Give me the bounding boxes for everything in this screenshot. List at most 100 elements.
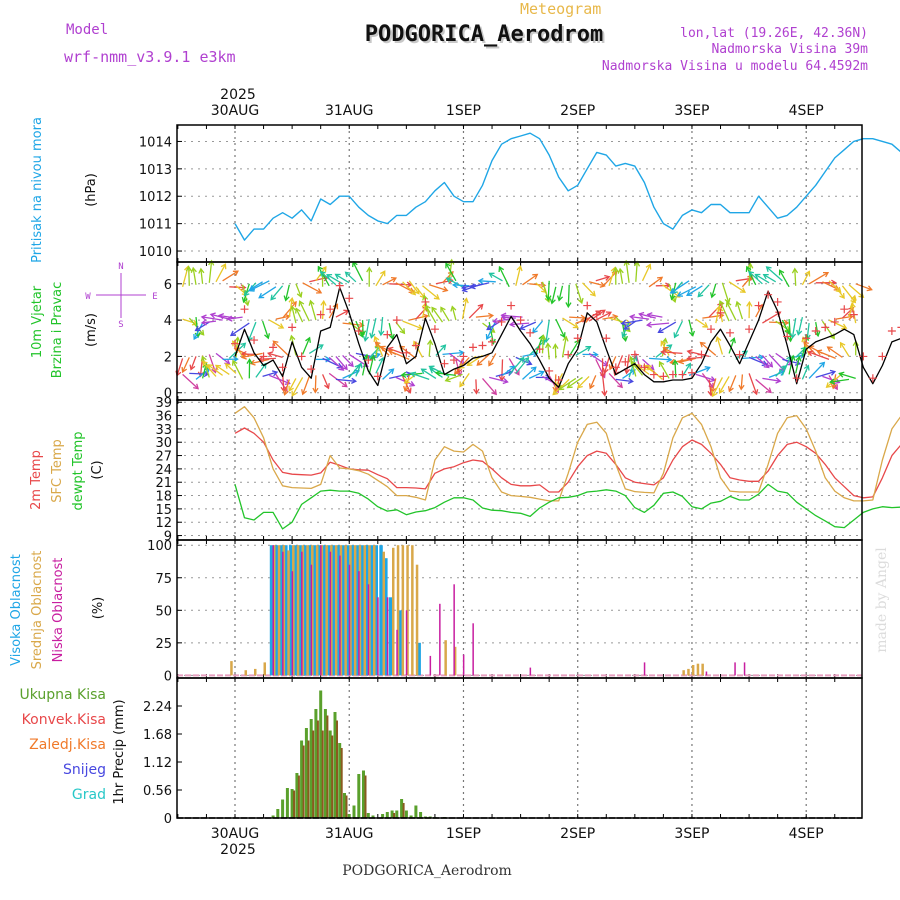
wind-arrow-head: [258, 292, 265, 299]
cloud-bar: [287, 550, 290, 676]
wind-arrow-head: [189, 364, 196, 371]
elevation-label: Nadmorska Visina 39m: [711, 42, 868, 57]
wind-arrow: [291, 306, 297, 324]
gust-marker: [621, 357, 630, 366]
wind-arrow-head: [378, 330, 385, 337]
wind-arrow-head: [198, 267, 205, 274]
wind-arrow-head: [488, 360, 494, 367]
bottom-date-label: 2SEP: [560, 826, 595, 842]
wind-arrow: [475, 314, 493, 318]
model-elevation-label: Nadmorska Visina u modelu 64.4592m: [602, 59, 868, 74]
precip-total-bar: [385, 812, 389, 818]
wind-arrow-head: [217, 312, 225, 320]
wind-arrow: [768, 370, 785, 379]
wind-arrow-head: [658, 360, 665, 368]
wind-arrow-head: [270, 294, 277, 301]
wind-arrow-head: [332, 303, 339, 310]
wind-arrow: [285, 284, 290, 301]
top-date-label: 3SEP: [674, 103, 709, 119]
wind-arrow: [222, 270, 239, 282]
gust-marker: [440, 359, 449, 368]
wind-compass-icon: N S W E: [85, 262, 157, 330]
wind-unit: (m/s): [84, 313, 99, 347]
y-tick-label: 100: [147, 539, 172, 554]
pressure-line: [234, 132, 900, 241]
wind-arrow: [848, 295, 856, 318]
wind-arrow: [317, 266, 330, 287]
gust-marker: [764, 290, 773, 299]
wind-arrow-head: [601, 390, 608, 397]
wind-arrow: [489, 376, 508, 383]
legend-ukupna: Ukupna Kisa: [19, 687, 106, 703]
panel-border: [176, 124, 863, 263]
wind-arrow-head: [673, 332, 680, 339]
wind-arrow: [595, 311, 612, 321]
wind-arrow-head: [409, 381, 416, 387]
cloud-bar: [312, 545, 317, 676]
y-tick-label: 1.12: [143, 756, 172, 771]
wind-arrow-head: [556, 295, 564, 302]
gust-marker: [649, 370, 658, 379]
wind-arrow: [468, 304, 484, 319]
wind-arrow-head: [577, 297, 584, 305]
wind-arrow-head: [289, 305, 296, 312]
cloud-bar: [320, 545, 322, 676]
cloud-bar: [348, 564, 351, 676]
wind-arrow: [345, 271, 357, 283]
wind-arrow: [215, 352, 230, 365]
cloud-bar: [360, 545, 364, 676]
cloud-bar: [334, 545, 338, 676]
wind-arrow-head: [621, 335, 629, 343]
wind-arrow: [808, 362, 825, 379]
wind-arrow-head: [301, 389, 308, 396]
wind-arrow: [261, 320, 269, 339]
wind-arrow: [719, 376, 730, 394]
wind-arrow: [268, 352, 283, 359]
cloud-bar: [417, 642, 421, 676]
wind-arrow: [740, 374, 744, 390]
wind-arrow-head: [431, 306, 437, 313]
wind-arrow-head: [839, 341, 846, 348]
precip-convective-bar: [326, 715, 329, 818]
wind-arrow-head: [181, 366, 188, 374]
gust-marker: [421, 297, 430, 306]
wind-arrow: [182, 318, 198, 325]
wind-arrow-head: [334, 273, 341, 280]
wind-arrow: [208, 260, 213, 283]
gust-marker: [449, 356, 458, 365]
precip-convective-bar: [297, 775, 300, 818]
wind-arrow: [589, 375, 597, 389]
gust-marker: [383, 330, 392, 339]
wind-arrow: [382, 368, 394, 380]
wind-arrow-head: [296, 291, 303, 298]
wind-arrow: [567, 376, 583, 389]
wind-arrow-head: [278, 323, 285, 329]
cloud-bar: [274, 545, 279, 676]
wind-arrow-head: [627, 377, 634, 385]
wind-arrow-head: [288, 385, 294, 392]
wind-arrow: [302, 337, 311, 355]
precip-total-bar: [319, 690, 323, 818]
wind-arrow-head: [612, 313, 619, 321]
pressure-title: Pritisak na nivou mora: [30, 117, 45, 263]
cloud-bar: [734, 662, 736, 676]
wind-arrow-head: [308, 299, 315, 306]
wind-arrow-head: [825, 382, 832, 389]
cloud-bar: [705, 671, 708, 676]
wind-title-2: Brzina i Pravac: [50, 282, 65, 379]
wind-arrow: [779, 269, 790, 288]
wind-arrow: [308, 344, 324, 354]
precip-total-bar: [295, 773, 299, 818]
precip-total-bar: [390, 810, 394, 818]
wind-arrow-head: [765, 266, 772, 272]
wind-arrow-head: [200, 314, 207, 321]
precip-total-bar: [333, 712, 337, 818]
wind-arrow: [647, 313, 663, 318]
wind-arrow: [554, 344, 557, 359]
wind-arrow: [816, 350, 836, 360]
wind-arrow-head: [752, 389, 759, 396]
wind-arrow: [708, 302, 723, 318]
cloud-bar: [269, 545, 274, 676]
gust-marker: [811, 327, 820, 335]
wind-arrow: [528, 371, 544, 379]
